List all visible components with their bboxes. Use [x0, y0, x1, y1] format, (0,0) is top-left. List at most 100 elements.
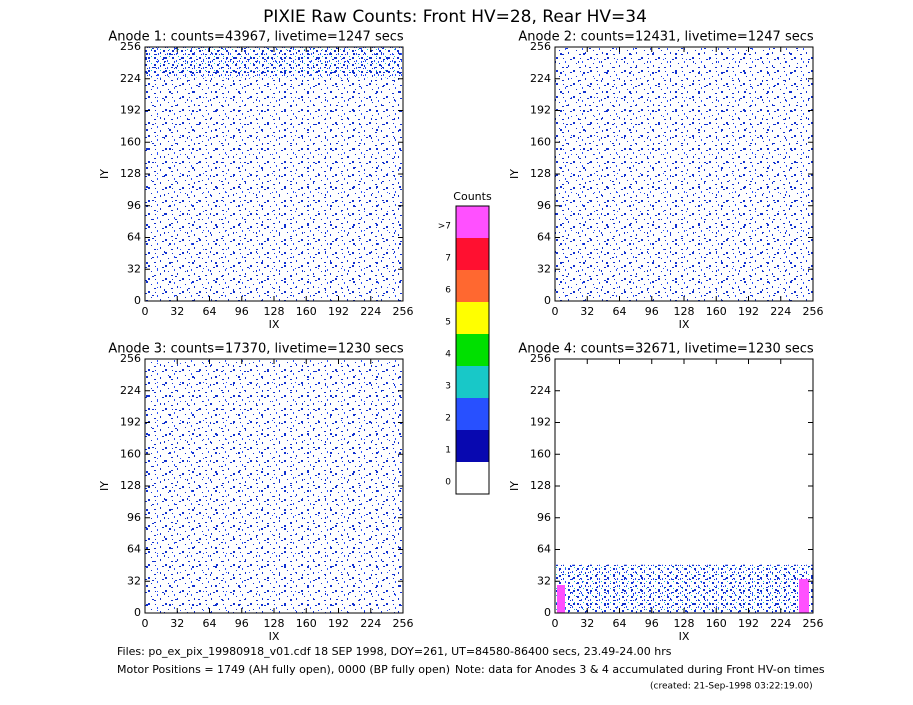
y-tick-label: 224 — [120, 72, 141, 85]
panel-title: Anode 4: counts=32671, livetime=1230 sec… — [518, 342, 814, 357]
colorbar-cell — [456, 302, 489, 334]
x-tick-label: 192 — [328, 617, 349, 630]
y-tick-label: 96 — [127, 511, 141, 524]
y-tick-label: 256 — [120, 40, 141, 53]
y-tick-label: 192 — [530, 416, 551, 429]
x-axis-label: IX — [679, 318, 690, 331]
y-tick-label: 128 — [120, 167, 141, 180]
y-axis-label: IY — [508, 169, 521, 179]
x-tick-label: 256 — [803, 617, 824, 630]
colorbar-cell — [456, 430, 489, 462]
x-tick-label: 160 — [706, 305, 727, 318]
y-tick-label: 96 — [537, 511, 551, 524]
y-tick-label: 128 — [120, 479, 141, 492]
y-tick-label: 32 — [127, 262, 141, 275]
colorbar-label: 6 — [445, 286, 451, 296]
y-tick-label: 160 — [530, 135, 551, 148]
x-tick-label: 0 — [552, 617, 559, 630]
y-axis-label: IY — [508, 481, 521, 491]
y-tick-label: 0 — [134, 294, 141, 307]
x-tick-label: 0 — [142, 305, 149, 318]
colorbar-cell — [456, 270, 489, 302]
colorbar-label: 1 — [445, 446, 451, 456]
y-axis-label: IY — [98, 169, 111, 179]
x-tick-label: 64 — [613, 305, 627, 318]
x-tick-label: 96 — [645, 305, 659, 318]
page-title: PIXIE Raw Counts: Front HV=28, Rear HV=3… — [263, 7, 647, 27]
footer-created: (created: 21-Sep-1998 03:22:19.00) — [650, 682, 813, 692]
panel-title: Anode 3: counts=17370, livetime=1230 sec… — [108, 342, 404, 357]
colorbar-label: 4 — [445, 350, 451, 360]
x-tick-label: 64 — [203, 617, 217, 630]
x-tick-label: 32 — [580, 305, 594, 318]
x-axis-label: IX — [679, 630, 690, 643]
y-tick-label: 0 — [134, 606, 141, 619]
x-tick-label: 96 — [235, 305, 249, 318]
footer-note: Note: data for Anodes 3 & 4 accumulated … — [455, 663, 825, 676]
x-tick-label: 256 — [393, 305, 414, 318]
y-tick-label: 96 — [537, 199, 551, 212]
y-tick-label: 64 — [537, 543, 551, 556]
count-texture — [555, 47, 813, 301]
x-tick-label: 96 — [235, 617, 249, 630]
count-texture — [555, 564, 813, 613]
y-tick-label: 256 — [530, 352, 551, 365]
colorbar-cell — [456, 366, 489, 398]
x-tick-label: 32 — [170, 617, 184, 630]
y-tick-label: 0 — [544, 606, 551, 619]
y-tick-label: 256 — [530, 40, 551, 53]
x-tick-label: 128 — [674, 617, 695, 630]
colorbar-label: 3 — [445, 382, 451, 392]
x-axis-label: IX — [269, 318, 280, 331]
y-tick-label: 128 — [530, 479, 551, 492]
x-tick-label: 64 — [203, 305, 217, 318]
hot-edge — [799, 579, 809, 613]
x-tick-label: 256 — [803, 305, 824, 318]
x-tick-label: 128 — [264, 617, 285, 630]
x-tick-label: 224 — [770, 305, 791, 318]
colorbar-cell — [456, 398, 489, 430]
y-tick-label: 192 — [530, 104, 551, 117]
y-tick-label: 32 — [127, 574, 141, 587]
panel-title: Anode 1: counts=43967, livetime=1247 sec… — [108, 30, 404, 45]
x-tick-label: 128 — [674, 305, 695, 318]
footer-line: Motor Positions = 1749 (AH fully open), … — [117, 663, 450, 676]
y-axis-label: IY — [98, 481, 111, 491]
colorbar-cell — [456, 206, 489, 238]
x-tick-label: 160 — [296, 617, 317, 630]
y-tick-label: 160 — [120, 135, 141, 148]
x-tick-label: 128 — [264, 305, 285, 318]
x-tick-label: 192 — [328, 305, 349, 318]
colorbar-cell — [456, 462, 489, 494]
count-texture — [145, 47, 403, 301]
y-tick-label: 32 — [537, 574, 551, 587]
colorbar-label: 0 — [445, 478, 451, 488]
y-tick-label: 0 — [544, 294, 551, 307]
panel-title: Anode 2: counts=12431, livetime=1247 sec… — [518, 30, 814, 45]
x-tick-label: 224 — [360, 305, 381, 318]
y-tick-label: 64 — [127, 543, 141, 556]
y-tick-label: 192 — [120, 416, 141, 429]
x-tick-label: 192 — [738, 617, 759, 630]
y-tick-label: 96 — [127, 199, 141, 212]
colorbar-cell — [456, 334, 489, 366]
x-tick-label: 256 — [393, 617, 414, 630]
y-tick-label: 64 — [127, 231, 141, 244]
x-tick-label: 192 — [738, 305, 759, 318]
y-tick-label: 256 — [120, 352, 141, 365]
y-tick-label: 224 — [530, 72, 551, 85]
y-tick-label: 160 — [120, 447, 141, 460]
x-tick-label: 96 — [645, 617, 659, 630]
colorbar-label: 7 — [445, 254, 451, 264]
count-texture — [145, 359, 403, 613]
y-tick-label: 128 — [530, 167, 551, 180]
y-tick-label: 224 — [120, 384, 141, 397]
y-tick-label: 64 — [537, 231, 551, 244]
x-tick-label: 0 — [142, 617, 149, 630]
colorbar-label: >7 — [438, 222, 451, 232]
x-tick-label: 32 — [580, 617, 594, 630]
colorbar-label: 5 — [445, 318, 451, 328]
x-tick-label: 224 — [360, 617, 381, 630]
x-tick-label: 160 — [706, 617, 727, 630]
colorbar-cell — [456, 238, 489, 270]
